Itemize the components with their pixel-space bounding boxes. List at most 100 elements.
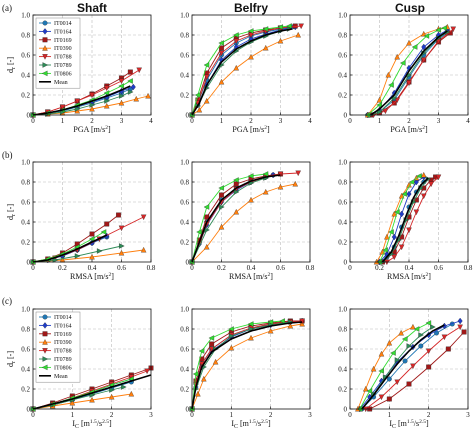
data-point-it0788	[394, 379, 400, 386]
data-point-it0390	[292, 180, 299, 187]
data-point-it0390	[376, 96, 383, 103]
data-point-it0169	[127, 69, 133, 75]
y-tick-label: 0.8	[338, 31, 347, 39]
legend-marker-it0164	[42, 28, 48, 35]
legend-label: IT0789	[54, 63, 72, 69]
panel-belfry-1: 0 0.2 0.4 0.6 0.8 1.0 0 1 2 3 4 PGA [m/s2]	[180, 11, 312, 134]
data-point-it0806	[277, 24, 283, 30]
series-line-it0788	[32, 69, 140, 116]
y-tick-label: 0.6	[21, 345, 30, 353]
legend-marker-it0169	[42, 37, 48, 43]
data-point-it0390	[218, 78, 225, 85]
data-point-it0169	[104, 221, 110, 227]
data-point-it0390	[362, 385, 369, 392]
plot-frame	[191, 14, 311, 116]
data-point-it0390	[248, 334, 254, 341]
data-point-it0014	[386, 376, 392, 382]
legend-box	[35, 17, 81, 89]
column-title-shaft: Shaft	[77, 1, 107, 15]
data-point-it0390	[410, 323, 416, 330]
legend-item-it0806: IT0806	[39, 364, 72, 371]
data-point-it0789	[418, 332, 424, 338]
data-point-it0806	[118, 83, 124, 89]
data-point-it0788	[140, 214, 147, 221]
data-point-it0806	[233, 32, 239, 38]
data-point-it0390	[140, 246, 147, 253]
data-point-it0789	[104, 98, 110, 104]
data-point-it0806	[203, 204, 210, 210]
data-point-it0806	[388, 82, 394, 88]
y-tick-label: 0.4	[21, 365, 30, 373]
data-point-it0390	[287, 322, 294, 329]
data-point-it0390	[203, 243, 210, 250]
data-point-it0806	[390, 350, 396, 356]
series-mean	[191, 28, 293, 116]
series-mean	[32, 234, 108, 263]
series-mean	[370, 30, 448, 116]
legend-label: IT0169	[54, 332, 72, 338]
data-point-it0806	[366, 388, 373, 394]
y-tick-label: 0.6	[338, 51, 347, 59]
legend-marker-it0390	[42, 45, 48, 51]
data-point-it0788	[394, 97, 400, 104]
x-tick-label: 0.2	[58, 264, 67, 272]
data-point-it0788	[428, 181, 434, 188]
series-line-it0390	[191, 183, 296, 263]
plot-frame	[191, 161, 311, 263]
data-point-it0169	[386, 396, 392, 402]
y-tick-label: 0	[27, 405, 31, 413]
data-point-it0169	[209, 341, 215, 347]
y-tick-label: 0.2	[338, 91, 347, 99]
plot-frame	[32, 308, 152, 410]
data-point-it0788	[233, 38, 240, 45]
x-tick-label: 0.8	[464, 264, 473, 272]
data-point-it0788	[435, 174, 442, 181]
y-tick-label: 0.4	[21, 218, 30, 226]
legend-label: Mean	[54, 80, 68, 86]
legend-marker-it0014	[42, 20, 48, 26]
data-point-it0390	[262, 44, 269, 51]
data-point-it0788	[118, 78, 125, 85]
data-point-it0164	[406, 190, 412, 198]
y-tick-label: 0.8	[21, 325, 30, 333]
x-tick-label: 4	[466, 117, 470, 125]
legend-item-it0014: IT0014	[39, 314, 72, 321]
panel-row2-7: 0 0.2 0.4 0.6 0.8 1.0 0 1 2 3 IC [m1.5/s2.5]	[180, 305, 312, 430]
y-tick-label: 0.6	[338, 345, 347, 353]
x-tick-label: 0.4	[405, 264, 414, 272]
data-point-it0806	[247, 173, 254, 179]
row-label-a: (a)	[2, 3, 12, 13]
data-point-it0788	[218, 50, 225, 57]
y-tick-label: 1.0	[180, 11, 189, 19]
series-mean	[32, 374, 152, 410]
y-tick-label: 0	[344, 111, 348, 119]
data-point-it0390	[248, 53, 254, 60]
data-point-it0788	[457, 324, 463, 331]
series-line-mean	[191, 174, 281, 263]
data-point-it0390	[203, 97, 210, 104]
y-tick-label: 0	[344, 405, 348, 413]
data-point-it0390	[295, 31, 301, 38]
data-point-it0806	[416, 173, 422, 179]
data-point-it0806	[394, 209, 400, 215]
panel-cusp-2: 0 0.2 0.4 0.6 0.8 1.0 0 1 2 3 4 PGA [m/s2]	[338, 11, 470, 134]
data-point-it0390	[267, 327, 274, 334]
data-point-it0788	[299, 318, 305, 325]
data-point-it0390	[195, 390, 201, 397]
data-point-it0789	[119, 93, 125, 99]
y-tick-label: 0.4	[180, 218, 189, 226]
legend-marker-it0014	[42, 314, 48, 320]
x-tick-label: 4	[149, 117, 153, 125]
data-point-it0169	[219, 45, 224, 51]
data-point-it0806	[192, 371, 199, 377]
panel-row2-6: 0 0.2 0.4 0.6 0.8 1.0 0 1 2 3 IC [m1.5/s2.5] dr [-]…	[6, 305, 154, 430]
data-point-it0789	[228, 333, 235, 339]
data-point-it0788	[406, 227, 412, 234]
y-tick-label: 0.4	[338, 71, 347, 79]
y-tick-label: 0.2	[21, 238, 30, 246]
data-point-it0788	[203, 74, 210, 81]
plot-frame	[32, 14, 152, 116]
x-tick-label: 0	[348, 264, 352, 272]
data-point-it0806	[435, 27, 441, 33]
